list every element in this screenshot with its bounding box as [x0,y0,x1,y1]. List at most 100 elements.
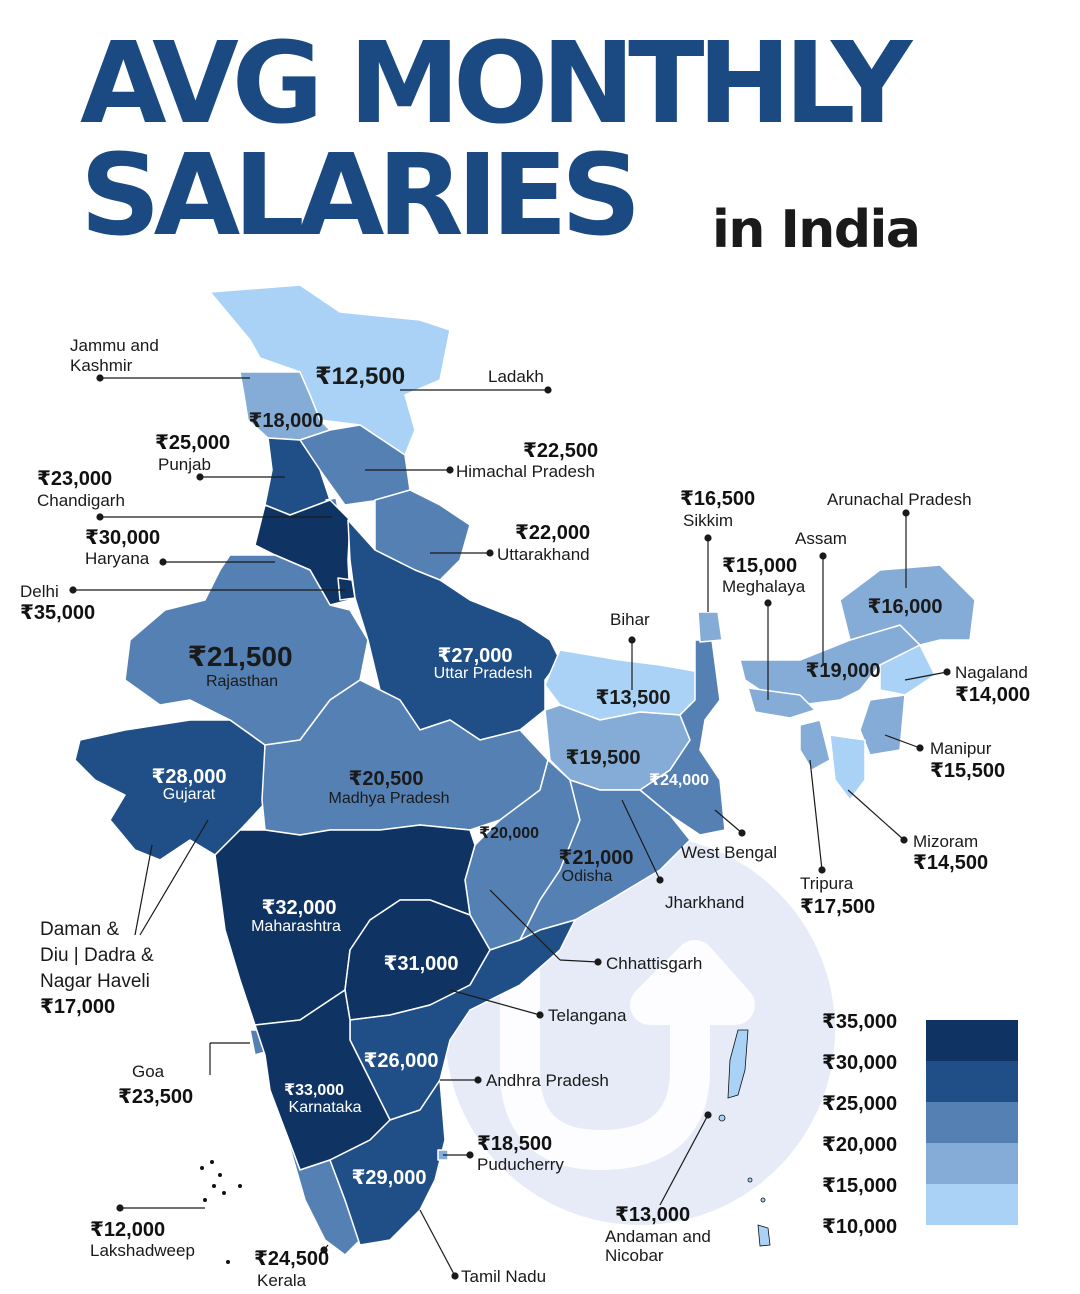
region-sikkim [697,611,723,643]
callout-arunachal-name: Arunachal Pradesh [827,490,972,509]
callout-manipur-name: Manipur [930,739,992,758]
callout-puducherry-name: Puducherry [477,1155,564,1174]
region-arunachal-pradesh [839,564,976,646]
andaman-and-nicobar-islands [718,1029,771,1247]
callout-kerala-name: Kerala [257,1271,307,1290]
callout-haryana-name: Haryana [85,549,150,568]
callout-uttarakhand-name: Uttarakhand [497,545,590,564]
callout-ap-name: Andhra Pradesh [486,1071,609,1090]
label-odisha-salary: ₹21,000 [558,847,634,869]
callout-uttarakhand-salary: ₹22,000 [515,522,591,544]
callout-ladakh-name: Ladakh [488,367,544,386]
label-up-name: Uttar Pradesh [433,665,533,682]
callout-goa-salary: ₹23,500 [118,1086,194,1108]
label-up-salary: ₹27,000 [437,645,513,667]
region-nagaland [879,644,936,696]
region-tripura [799,719,831,771]
callout-lakshadweep-name: Lakshadweep [90,1241,195,1260]
callout-kerala-salary: ₹24,500 [254,1248,330,1270]
callout-puducherry-salary: ₹18,500 [477,1133,553,1155]
callout-sikkim-salary: ₹16,500 [680,488,756,510]
callout-daman-name-3: Nagar Haveli [40,971,150,992]
lakshadweep-islands [200,1160,242,1264]
callout-andaman-name-2: Nicobar [605,1246,664,1265]
callout-daman-name-2: Diu | Dadra & [40,945,154,966]
legend-label-25k: ₹25,000 [822,1093,898,1115]
label-arunachal-salary: ₹16,000 [867,596,943,618]
legend-label-35k: ₹35,000 [822,1011,898,1033]
callout-sikkim-name: Sikkim [683,511,734,530]
callout-lakshadweep-salary: ₹12,000 [90,1219,166,1241]
legend-label-10k: ₹10,000 [822,1216,898,1238]
legend-swatch-30k [926,1020,1018,1061]
callout-daman-salary: ₹17,000 [40,996,116,1018]
label-odisha-name: Odisha [561,868,613,885]
legend-label-20k: ₹20,000 [822,1134,898,1156]
leader-lines [69,374,951,1280]
callout-jharkhand-name: Jharkhand [665,893,745,912]
callout-bihar-name: Bihar [610,610,650,629]
callout-tn-name: Tamil Nadu [461,1267,547,1286]
label-assam-salary: ₹19,000 [805,660,881,682]
callout-meghalaya-salary: ₹15,000 [722,555,798,577]
callout-chandigarh-name: Chandigarh [37,491,125,510]
callout-delhi-salary: ₹35,000 [20,602,96,624]
label-karnataka-name: Karnataka [288,1099,362,1116]
label-mp-salary: ₹20,500 [348,768,424,790]
region-ladakh [209,284,451,456]
region-odisha [519,779,691,941]
callout-nagaland-name: Nagaland [955,663,1028,682]
callout-hp-salary: ₹22,500 [523,440,599,462]
label-jharkhand-salary: ₹19,500 [565,747,641,769]
callout-punjab-salary: ₹25,000 [155,432,231,454]
title-line-1: AVG MONTHLY [80,19,912,149]
legend-swatch-15k [926,1143,1018,1184]
callout-tripura-salary: ₹17,500 [800,896,876,918]
callout-goa-name: Goa [132,1062,165,1081]
label-karnataka-salary: ₹33,000 [283,1082,345,1099]
callout-daman-name-1: Daman & [40,919,120,940]
label-chhattisgarh-salary: ₹20,000 [478,825,540,842]
label-ap-salary: ₹26,000 [363,1050,439,1072]
callout-delhi-name: Delhi [20,582,59,601]
callout-hp-name: Himachal Pradesh [456,462,595,481]
region-west-bengal [639,639,726,836]
callout-punjab-name: Punjab [158,455,211,474]
label-maharashtra-name: Maharashtra [251,918,341,935]
callout-tripura-name: Tripura [800,874,854,893]
callout-telangana-name: Telangana [548,1006,627,1025]
callout-mizoram-name: Mizoram [913,832,979,851]
callout-nagaland-salary: ₹14,000 [955,684,1031,706]
title-subtitle: in India [712,200,921,260]
callout-meghalaya-name: Meghalaya [722,577,806,596]
callout-andaman-salary: ₹13,000 [615,1204,691,1226]
label-jk-salary: ₹18,000 [248,410,324,432]
legend-label-15k: ₹15,000 [822,1175,898,1197]
callout-wb-name: West Bengal [681,843,778,862]
region-manipur [859,694,906,756]
label-gujarat-salary: ₹28,000 [151,766,227,788]
callout-chhattisgarh-name: Chhattisgarh [606,954,703,973]
label-rajasthan-salary: ₹21,500 [187,641,293,672]
label-tn-salary: ₹29,000 [351,1167,427,1189]
label-telangana-salary: ₹31,000 [383,953,459,975]
callout-manipur-salary: ₹15,500 [930,760,1006,782]
callout-jk-name: Jammu and Kashmir [70,336,159,375]
region-gujarat [74,719,269,861]
label-rajasthan-name: Rajasthan [205,673,279,690]
callout-assam-name: Assam [795,529,847,548]
label-maharashtra-salary: ₹32,000 [261,897,337,919]
region-haryana [254,499,351,606]
legend-swatch-10k [926,1184,1018,1225]
legend-label-30k: ₹30,000 [822,1052,898,1074]
callout-haryana-salary: ₹30,000 [85,527,161,549]
region-meghalaya [747,687,816,719]
callout-mizoram-salary: ₹14,500 [913,852,989,874]
region-uttar-pradesh [347,519,561,741]
label-mp-name: Madhya Pradesh [328,790,450,807]
region-assam [739,624,921,706]
callout-andaman-name-1: Andaman and [605,1227,711,1246]
legend-swatch-25k [926,1061,1018,1102]
label-gujarat-name: Gujarat [162,786,216,803]
